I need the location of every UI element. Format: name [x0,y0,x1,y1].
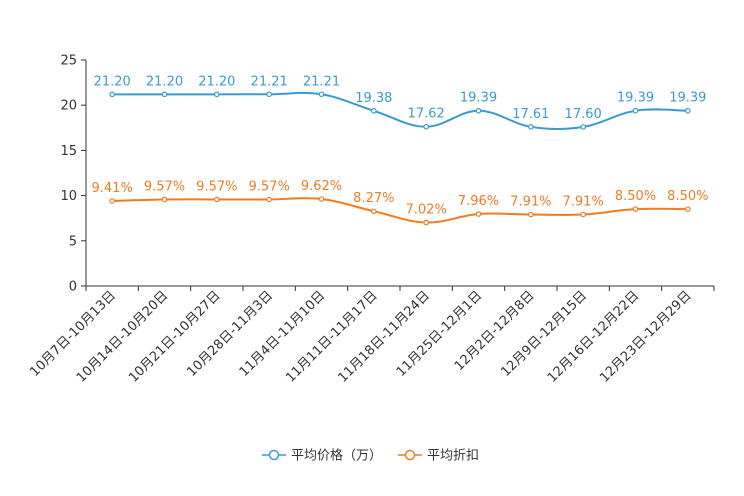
data-point[interactable] [685,206,691,212]
data-label: 17.62 [408,107,445,122]
data-point[interactable] [161,91,168,98]
data-label: 21.20 [146,74,183,89]
data-point[interactable] [214,196,220,203]
data-label: 7.96% [458,194,499,209]
data-point[interactable] [318,196,325,202]
data-point[interactable] [528,211,534,218]
data-point[interactable] [318,91,325,98]
data-label: 19.38 [355,91,392,106]
data-label: 17.61 [512,107,549,122]
series-line [112,197,688,224]
data-label: 19.39 [460,91,497,106]
data-label: 19.39 [669,91,706,106]
data-label: 8.27% [353,191,394,206]
data-label: 9.57% [144,179,185,194]
data-label: 7.91% [563,194,604,209]
y-tick-label: 25 [60,54,77,69]
data-label: 7.91% [510,194,551,209]
data-point[interactable] [528,124,534,130]
data-label: 21.21 [251,74,288,89]
data-point[interactable] [371,108,377,114]
data-point[interactable] [214,91,220,98]
data-label: 9.57% [196,179,237,194]
data-label: 8.50% [667,189,708,204]
data-point[interactable] [266,196,272,203]
data-point[interactable] [475,107,482,114]
data-label: 17.60 [565,107,602,122]
y-tick-label: 0 [69,280,77,295]
legend-marker-icon [268,449,280,461]
data-label: 8.50% [615,189,656,204]
y-tick-label: 20 [60,99,77,114]
data-point[interactable] [161,196,168,203]
data-point[interactable] [423,219,429,226]
series-1: 21.20 21.20 21.20 21.21 21.21 19.38 17.62 19.39… [94,74,706,131]
legend-item-2[interactable]: 平均折扣 [398,449,479,464]
x-tick-label: 12月16日-12月22日 [545,288,642,385]
legend-label: 平均折扣 [427,449,479,464]
x-tick-label: 10月21日-10月27日 [126,288,223,385]
x-tick-label: 12月23日-12月29日 [597,288,694,385]
data-label: 9.41% [92,181,133,196]
data-label: 21.21 [303,74,340,89]
data-label: 9.57% [249,179,290,194]
data-point[interactable] [109,198,115,204]
y-tick-label: 15 [60,144,77,159]
data-label: 21.20 [94,74,131,89]
x-tick-label: 11月18日-11月24日 [336,288,433,385]
series-line [112,91,688,131]
data-point[interactable] [580,124,586,130]
series-layer: 21.20 21.20 21.20 21.21 21.21 19.38 17.62 19.39… [92,74,708,226]
legend-marker-icon [404,449,416,461]
legend-item-1[interactable]: 平均价格（万） [262,448,382,464]
x-tick-label: 10月7日-10月13日 [27,288,119,380]
data-point[interactable] [632,206,639,212]
data-label: 9.62% [301,179,342,194]
y-tick-label: 5 [69,234,77,249]
series-2: 9.41% 9.57% 9.57% 9.57% 9.62% 8.27% 7.02% 7.96%… [92,179,708,226]
y-tick-label: 10 [60,189,77,204]
data-point[interactable] [685,107,691,114]
data-point[interactable] [423,123,429,130]
data-point[interactable] [371,208,377,215]
data-label: 21.20 [198,74,235,89]
data-label: 7.02% [406,203,447,218]
data-point[interactable] [266,91,272,98]
data-label: 19.39 [617,91,654,106]
x-tick-label: 11月11日-11月17日 [283,288,380,385]
data-point[interactable] [475,211,482,217]
legend-label: 平均价格（万） [291,448,382,464]
x-tick-label: 10月14日-10月20日 [74,288,171,385]
legend[interactable]: 平均价格（万） 平均折扣 [262,448,479,464]
data-point[interactable] [580,211,586,218]
data-point[interactable] [109,91,115,98]
data-point[interactable] [632,107,639,114]
